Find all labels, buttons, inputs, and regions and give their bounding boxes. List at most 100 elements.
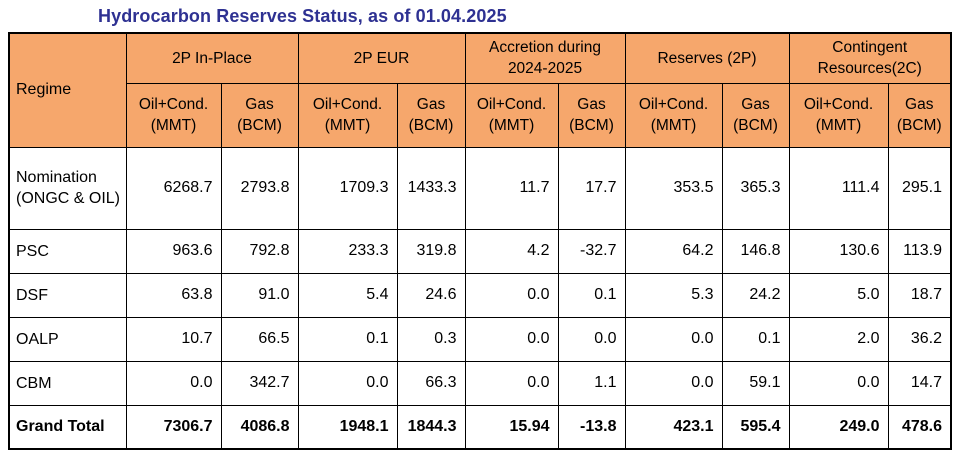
oil-label-line2: (MMT) (815, 117, 862, 134)
reserves-table: Regime 2P In-Place 2P EUR Accretion duri… (8, 32, 952, 450)
oil-label-line1: Oil+Cond. (476, 96, 547, 113)
value-cell: 1.1 (557, 360, 626, 406)
regime-cell: Nomination (ONGC & OIL) (8, 146, 127, 230)
value-cell: 24.6 (396, 272, 466, 318)
value-cell: 111.4 (788, 146, 889, 230)
value-cell: 1948.1 (297, 404, 398, 450)
column-header-oil-cond: Oil+Cond. (MMT) (125, 82, 222, 148)
value-cell: 10.7 (125, 316, 222, 362)
value-cell: 64.2 (624, 228, 723, 274)
value-cell: 792.8 (220, 228, 299, 274)
value-cell: 0.0 (464, 316, 559, 362)
value-cell: 353.5 (624, 146, 723, 230)
gas-label-line1: Gas (905, 96, 934, 113)
value-cell: 423.1 (624, 404, 723, 450)
column-header-gas: Gas (BCM) (557, 82, 626, 148)
oil-label-line2: (MMT) (488, 117, 535, 134)
group-header-contingent-2c: Contingent Resources(2C) (788, 32, 952, 84)
column-header-gas: Gas (BCM) (396, 82, 466, 148)
value-cell: 0.0 (788, 360, 889, 406)
gas-label-line1: Gas (245, 96, 274, 113)
oil-label-line1: Oil+Cond. (312, 96, 383, 113)
value-cell: 1709.3 (297, 146, 398, 230)
value-cell: 66.5 (220, 316, 299, 362)
value-cell: 0.0 (624, 360, 723, 406)
gas-label-line2: (BCM) (237, 117, 282, 134)
value-cell: 5.0 (788, 272, 889, 318)
table-row-grand-total: Grand Total 7306.7 4086.8 1948.1 1844.3 … (8, 404, 952, 450)
oil-label-line2: (MMT) (150, 117, 197, 134)
value-cell: 0.0 (557, 316, 626, 362)
value-cell: 18.7 (887, 272, 952, 318)
value-cell: 4.2 (464, 228, 559, 274)
value-cell: 365.3 (721, 146, 790, 230)
value-cell: 249.0 (788, 404, 889, 450)
column-header-gas: Gas (BCM) (887, 82, 952, 148)
value-cell: 4086.8 (220, 404, 299, 450)
regime-cell: PSC (8, 228, 127, 274)
gas-label-line2: (BCM) (733, 117, 778, 134)
table-row-oalp: OALP 10.7 66.5 0.1 0.3 0.0 0.0 0.0 0.1 2… (8, 316, 952, 362)
sub-header-row: Oil+Cond. (MMT) Gas (BCM) Oil+Cond. (MMT… (9, 82, 952, 148)
value-cell: 595.4 (721, 404, 790, 450)
value-cell: 130.6 (788, 228, 889, 274)
table-row-nomination: Nomination (ONGC & OIL) 6268.7 2793.8 17… (8, 146, 952, 230)
column-header-gas: Gas (BCM) (721, 82, 790, 148)
gas-label-line1: Gas (741, 96, 770, 113)
oil-label-line1: Oil+Cond. (138, 96, 209, 113)
value-cell: 91.0 (220, 272, 299, 318)
column-header-oil-cond: Oil+Cond. (MMT) (624, 82, 723, 148)
value-cell: -32.7 (557, 228, 626, 274)
value-cell: 24.2 (721, 272, 790, 318)
value-cell: 0.0 (464, 360, 559, 406)
value-cell: 66.3 (396, 360, 466, 406)
regime-column-header: Regime (8, 32, 127, 148)
oil-label-line2: (MMT) (650, 117, 697, 134)
value-cell: 0.1 (297, 316, 398, 362)
table-row-dsf: DSF 63.8 91.0 5.4 24.6 0.0 0.1 5.3 24.2 … (8, 272, 952, 318)
value-cell: 17.7 (557, 146, 626, 230)
value-cell: 0.0 (464, 272, 559, 318)
group-header-2p-in-place: 2P In-Place (125, 32, 299, 84)
value-cell: 7306.7 (125, 404, 222, 450)
oil-label-line2: (MMT) (324, 117, 371, 134)
column-header-gas: Gas (BCM) (220, 82, 299, 148)
value-cell: 0.1 (721, 316, 790, 362)
value-cell: 113.9 (887, 228, 952, 274)
value-cell: 5.3 (624, 272, 723, 318)
value-cell: 0.1 (557, 272, 626, 318)
value-cell: 342.7 (220, 360, 299, 406)
value-cell: 14.7 (887, 360, 952, 406)
grand-total-label: Grand Total (8, 404, 127, 450)
value-cell: 1844.3 (396, 404, 466, 450)
regime-cell: DSF (8, 272, 127, 318)
value-cell: 5.4 (297, 272, 398, 318)
value-cell: 6268.7 (125, 146, 222, 230)
value-cell: 295.1 (887, 146, 952, 230)
value-cell: 36.2 (887, 316, 952, 362)
group-header-accretion: Accretion during 2024-2025 (464, 32, 626, 84)
gas-label-line2: (BCM) (569, 117, 614, 134)
value-cell: 478.6 (887, 404, 952, 450)
value-cell: 63.8 (125, 272, 222, 318)
value-cell: 0.0 (297, 360, 398, 406)
value-cell: -13.8 (557, 404, 626, 450)
column-group-header-row: Regime 2P In-Place 2P EUR Accretion duri… (8, 32, 952, 148)
regime-cell: CBM (8, 360, 127, 406)
value-cell: 11.7 (464, 146, 559, 230)
gas-label-line2: (BCM) (896, 117, 942, 134)
value-cell: 2.0 (788, 316, 889, 362)
table-row-cbm: CBM 0.0 342.7 0.0 66.3 0.0 1.1 0.0 59.1 … (8, 360, 952, 406)
value-cell: 15.94 (464, 404, 559, 450)
column-header-oil-cond: Oil+Cond. (MMT) (297, 82, 398, 148)
oil-label-line1: Oil+Cond. (803, 96, 874, 113)
value-cell: 963.6 (125, 228, 222, 274)
regime-cell: OALP (8, 316, 127, 362)
value-cell: 1433.3 (396, 146, 466, 230)
gas-label-line1: Gas (416, 96, 446, 113)
value-cell: 2793.8 (220, 146, 299, 230)
value-cell: 59.1 (721, 360, 790, 406)
page-title: Hydrocarbon Reserves Status, as of 01.04… (98, 6, 507, 26)
table-row-psc: PSC 963.6 792.8 233.3 319.8 4.2 -32.7 64… (8, 228, 952, 274)
